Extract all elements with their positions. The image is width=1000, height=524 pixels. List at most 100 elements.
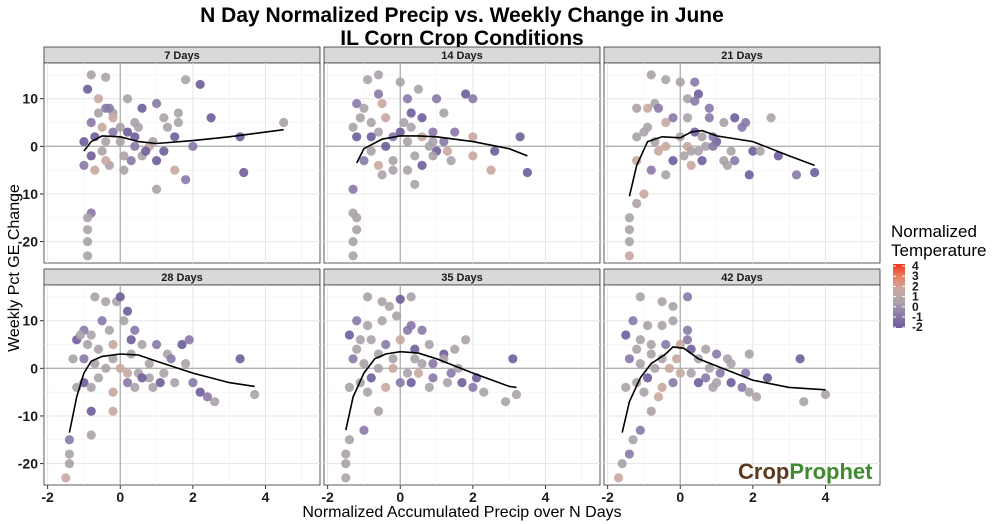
data-point [413,368,424,378]
data-point [344,382,355,392]
facet-label: 35 Days [441,272,483,284]
data-point [130,141,140,151]
y-tick-label: 0 [30,360,38,376]
data-point [617,458,627,469]
data-point [206,113,216,123]
data-point [642,373,653,383]
data-point [348,236,358,247]
data-point [97,146,107,156]
data-point [188,141,198,151]
data-point [381,382,391,392]
legend-tick-label: -1 [912,310,923,324]
data-point [341,449,351,459]
data-point [144,358,154,369]
data-point [624,236,635,247]
facet-panel: 14 Days [323,46,601,264]
data-point [446,368,456,378]
data-point [766,113,776,123]
data-point [417,325,427,335]
data-point [461,335,471,345]
data-point [101,72,111,82]
data-point [235,132,245,142]
data-point [108,127,118,137]
data-point [352,316,362,326]
legend-tick-label: 3 [912,269,919,283]
data-point [690,77,700,87]
data-point [79,354,89,364]
data-point [115,122,125,132]
data-point [632,344,642,354]
data-point [628,316,638,326]
data-point [373,89,384,99]
data-point [359,156,369,166]
smooth-line [68,353,255,433]
data-point [195,387,205,397]
data-point [352,213,362,223]
data-point [428,358,438,369]
data-point [668,378,678,388]
data-point [799,397,809,407]
data-point [86,151,96,161]
data-point [704,103,714,113]
data-point [406,108,416,118]
legend-tick-label: 4 [912,259,919,273]
data-point [791,170,802,180]
data-point [119,151,129,161]
data-point [450,344,460,354]
x-tick-label: 0 [676,489,684,505]
data-point [159,146,169,156]
y-tick-label: 10 [22,313,38,329]
data-point [68,354,78,364]
data-point [522,167,532,178]
data-point [661,117,671,128]
y-tick-label: -20 [18,456,38,472]
data-point [64,458,75,469]
data-point [64,449,75,459]
data-point [744,170,754,180]
data-point [632,156,642,166]
data-point [646,349,656,359]
data-point [697,132,707,142]
y-tick-label: 10 [22,91,38,107]
data-point [352,344,362,354]
data-point [668,316,678,326]
data-point [181,75,191,85]
data-point [348,122,358,132]
data-point [126,156,136,166]
data-point [166,354,176,364]
data-point [122,368,133,378]
data-point [155,378,165,388]
data-point [115,363,125,373]
facet-label: 14 Days [441,50,483,62]
plot-area [603,62,881,264]
data-point [181,175,191,185]
data-point [621,330,631,340]
data-point [341,473,351,483]
data-point [348,354,358,364]
data-point [511,389,522,400]
data-point [468,94,478,104]
data-point [737,122,747,132]
data-point [359,425,369,435]
data-point [373,70,384,80]
data-point [457,378,467,388]
smooth-line [628,129,815,197]
data-point [395,378,405,388]
facet-label: 42 Days [721,272,763,284]
data-point [406,292,416,302]
data-point [61,473,71,483]
data-point [737,382,747,392]
facet-panel: 35 Days -2 0 2 4 [321,268,601,505]
data-point [101,156,111,166]
data-point [395,335,405,345]
y-axis-label: Weekly Pct GE Change [6,184,23,352]
data-point [664,363,674,373]
data-point [82,213,93,223]
data-point [366,117,376,128]
data-point [119,165,129,175]
data-point [184,335,194,345]
data-point [170,165,180,175]
legend-title-line2: Temperature [891,241,986,260]
data-point [686,344,696,354]
data-point [468,132,478,142]
